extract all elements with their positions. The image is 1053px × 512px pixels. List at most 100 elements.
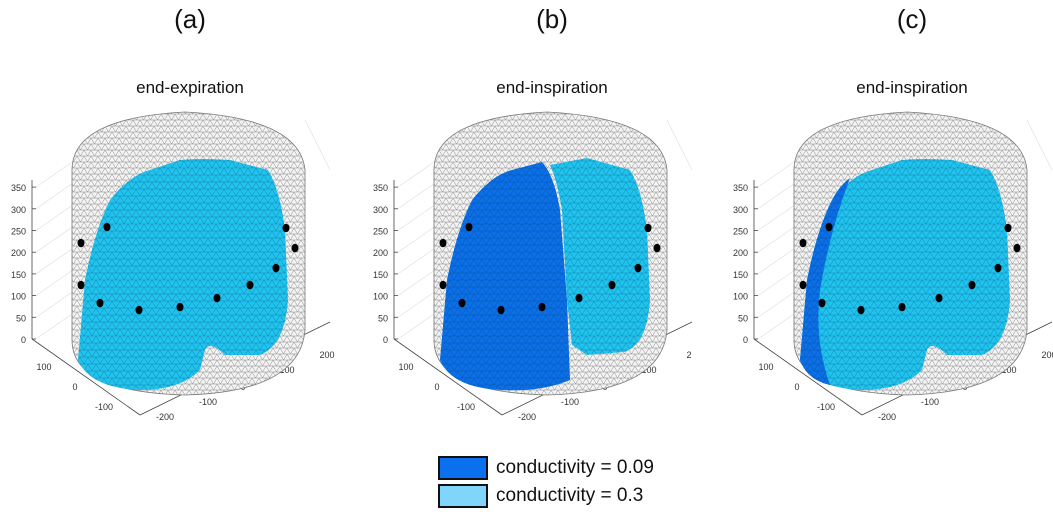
z-tick-label: 200 — [373, 248, 388, 258]
electrode-icon — [968, 280, 976, 290]
electrode-icon — [103, 222, 111, 232]
legend-item-high: conductivity = 0.3 — [438, 482, 654, 510]
electrode-icon — [458, 298, 466, 308]
electrode-icon — [135, 305, 143, 315]
z-tick-label: 100 — [373, 292, 388, 302]
electrode-icon — [818, 298, 826, 308]
electrode-icon — [825, 222, 833, 232]
z-tick-label: 100 — [11, 292, 26, 302]
mesh-plot-c: 0501001502002503003501000-100-200-100010… — [733, 111, 1053, 422]
z-tick-label: 150 — [733, 270, 748, 280]
panel-label: (b) — [536, 4, 568, 34]
z-tick-label: 250 — [373, 227, 388, 237]
y-tick-label: -100 — [921, 397, 939, 407]
lung-mesh — [550, 158, 650, 355]
mesh-plot-a: 0501001502002503003501000-100-200-100010… — [11, 111, 335, 422]
electrode-icon — [575, 293, 583, 303]
y-tick-label: -200 — [518, 412, 536, 422]
z-tick-label: 300 — [11, 205, 26, 215]
legend-label: conductivity = 0.09 — [496, 457, 654, 478]
x-tick-label: 100 — [398, 362, 413, 372]
z-tick-label: 200 — [733, 248, 748, 258]
electrode-icon — [213, 293, 221, 303]
x-tick-label: 100 — [758, 362, 773, 372]
electrode-icon — [1004, 223, 1012, 233]
electrode-icon — [176, 302, 184, 312]
legend-swatch-high — [438, 484, 488, 508]
lung-mesh — [78, 159, 288, 390]
legend-label: conductivity = 0.3 — [496, 485, 644, 506]
z-tick-label: 50 — [378, 313, 388, 323]
legend: conductivity = 0.09 conductivity = 0.3 — [438, 454, 654, 510]
electrode-icon — [538, 302, 546, 312]
z-tick-label: 300 — [373, 205, 388, 215]
x-tick-label: 0 — [72, 382, 77, 392]
electrode-icon — [1013, 243, 1021, 253]
y-tick-label: 100 — [279, 365, 294, 375]
electrode-icon — [799, 238, 807, 248]
electrode-icon — [246, 280, 254, 290]
electrode-icon — [497, 305, 505, 315]
x-tick-label: 0 — [794, 382, 799, 392]
y-tick-label: 2 — [686, 350, 691, 360]
z-tick-label: 200 — [11, 248, 26, 258]
electrode-icon — [994, 263, 1002, 273]
electrode-icon — [291, 243, 299, 253]
z-tick-label: 50 — [16, 313, 26, 323]
z-tick-label: 350 — [733, 183, 748, 193]
lung-mesh — [800, 178, 850, 385]
y-tick-label: -200 — [878, 412, 896, 422]
y-tick-label: 200 — [319, 350, 334, 360]
electrode-icon — [439, 280, 447, 290]
x-tick-label: -100 — [457, 402, 475, 412]
electrode-icon — [634, 263, 642, 273]
panel-label: (c) — [896, 4, 928, 34]
x-tick-label: -100 — [95, 402, 113, 412]
panel-label: (a) — [174, 4, 206, 34]
x-tick-label: -100 — [817, 402, 835, 412]
panel-title: end-inspiration — [496, 78, 608, 97]
electrode-icon — [272, 263, 280, 273]
electrode-icon — [282, 223, 290, 233]
electrode-icon — [439, 238, 447, 248]
electrode-icon — [898, 302, 906, 312]
electrode-icon — [608, 280, 616, 290]
electrode-icon — [644, 223, 652, 233]
y-tick-label: 100 — [641, 365, 656, 375]
electrode-icon — [857, 305, 865, 315]
y-tick-label: 100 — [1001, 365, 1016, 375]
z-tick-label: 150 — [373, 270, 388, 280]
y-tick-label: -100 — [199, 397, 217, 407]
mesh-plot-b: 0501001502002503003501000-100-200-100010… — [373, 111, 693, 422]
electrode-icon — [96, 298, 104, 308]
legend-swatch-low — [438, 456, 488, 480]
lung-mesh — [800, 159, 1010, 390]
y-tick-label: -200 — [156, 412, 174, 422]
lung-mesh — [440, 162, 570, 391]
electrode-icon — [465, 222, 473, 232]
electrode-icon — [799, 280, 807, 290]
z-tick-label: 100 — [733, 292, 748, 302]
x-tick-label: 0 — [434, 382, 439, 392]
x-tick-label: 100 — [36, 362, 51, 372]
y-tick-label: -100 — [561, 397, 579, 407]
panel-title: end-inspiration — [856, 78, 968, 97]
z-tick-label: 150 — [11, 270, 26, 280]
z-tick-label: 250 — [733, 227, 748, 237]
z-tick-label: 0 — [21, 335, 26, 345]
axes: 0501001502002503003501000-100-200-100010… — [373, 119, 693, 422]
legend-item-low: conductivity = 0.09 — [438, 454, 654, 482]
electrode-icon — [653, 243, 661, 253]
y-tick-label: 200 — [1041, 350, 1053, 360]
panel-title: end-expiration — [136, 78, 244, 97]
z-tick-label: 50 — [738, 313, 748, 323]
z-tick-label: 250 — [11, 227, 26, 237]
electrode-icon — [77, 280, 85, 290]
z-tick-label: 350 — [11, 183, 26, 193]
z-tick-label: 300 — [733, 205, 748, 215]
z-tick-label: 350 — [373, 183, 388, 193]
z-tick-label: 0 — [383, 335, 388, 345]
electrode-icon — [935, 293, 943, 303]
z-tick-label: 0 — [743, 335, 748, 345]
electrode-icon — [77, 238, 85, 248]
